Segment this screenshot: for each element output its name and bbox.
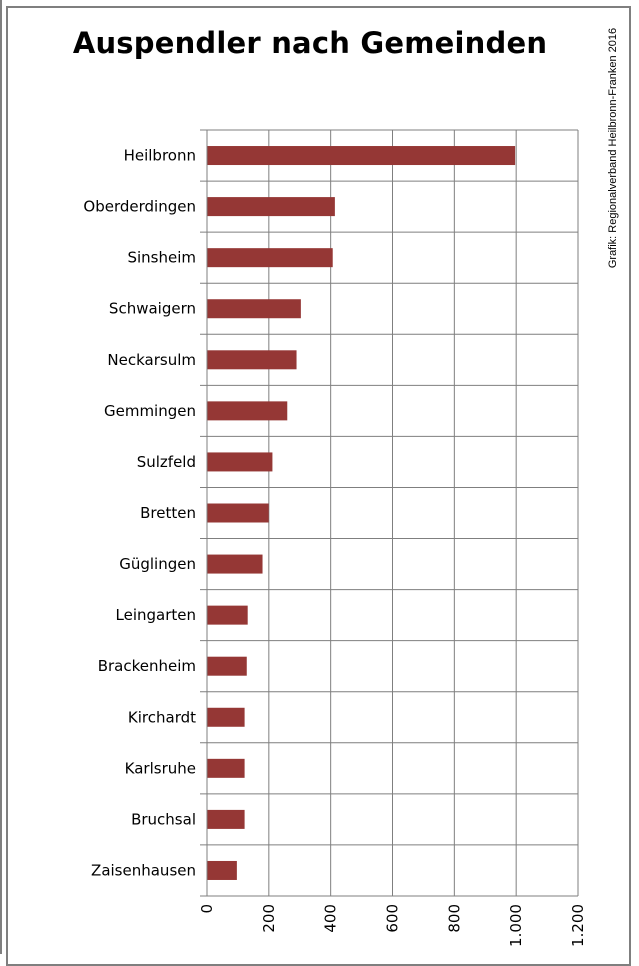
category-label: Heilbronn [124, 147, 196, 165]
bar [207, 299, 301, 319]
bar [207, 401, 288, 421]
category-label: Leingarten [116, 606, 197, 624]
bar [207, 554, 263, 574]
x-tick-label: 800 [445, 904, 463, 933]
x-tick-label: 600 [384, 904, 402, 933]
category-label: Sinsheim [127, 249, 196, 267]
chart-frame [6, 6, 631, 966]
bar [207, 809, 245, 829]
bar [207, 860, 237, 880]
bar [207, 146, 516, 166]
bar [207, 350, 297, 370]
category-label: Gemmingen [104, 402, 196, 420]
x-tick-label: 1.200 [569, 904, 587, 947]
bar [207, 605, 248, 625]
x-tick-label: 200 [260, 904, 278, 933]
category-label: Kirchardt [128, 708, 196, 726]
chart-title: Auspendler nach Gemeinden [72, 26, 548, 60]
category-label: Neckarsulm [107, 351, 196, 369]
category-label: Schwaigern [109, 300, 196, 318]
frame-left-edge [0, 0, 2, 954]
category-label: Bretten [140, 504, 196, 522]
category-label-layer: Heilbronn Oberderdingen Sinsheim Schwaigern… [83, 147, 196, 880]
category-label: Karlsruhe [125, 759, 196, 777]
x-tick-label: 400 [322, 904, 340, 933]
bar [207, 656, 247, 676]
bar [207, 707, 245, 727]
bar [207, 758, 245, 778]
category-label: Zaisenhausen [91, 861, 196, 879]
x-tick-label: 0 [198, 904, 216, 914]
x-tick-label: 1.000 [507, 904, 525, 947]
grid-layer [200, 129, 579, 897]
bar [207, 452, 273, 472]
category-label: Oberderdingen [83, 198, 196, 216]
tick-label-layer: 0 200 400 600 800 1.000 1.200 [198, 904, 587, 947]
bar [207, 248, 333, 268]
category-label: Bruchsal [131, 810, 196, 828]
bar [207, 197, 335, 217]
category-label: Güglingen [119, 555, 196, 573]
category-label: Sulzfeld [137, 453, 196, 471]
bar [207, 503, 269, 523]
bar-layer [207, 146, 516, 880]
category-label: Brackenheim [98, 657, 196, 675]
